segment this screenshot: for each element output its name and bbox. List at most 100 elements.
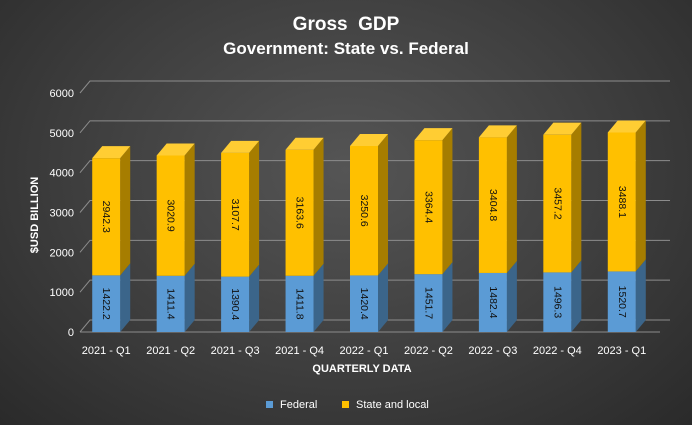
bar-federal [543,272,572,332]
chart-title: Gross GDP [293,14,400,35]
bar-top [607,120,646,133]
bar-side [571,122,582,273]
bar-top [92,146,131,159]
bar-stack: 1422.2 2942.3 [92,146,131,332]
bar-federal [156,275,185,332]
bar-federal [285,275,314,332]
bar-side [378,133,388,276]
data-label: 1390.4 [229,288,241,320]
data-label: 3404.8 [487,189,499,221]
bar-federal [92,275,121,332]
bar-state-and-local [285,149,314,276]
bar-stack: 1411.4 3020.9 [156,143,195,332]
bar-state-and-local [350,145,378,276]
y-tick-label: 0 [68,327,74,339]
data-label: 1451.7 [422,287,434,319]
bar-top [221,140,260,153]
data-label: 3163.6 [294,197,306,229]
data-label: 1482.4 [487,286,499,318]
bar-stack: 1482.4 3404.8 [478,125,517,332]
y-tick-label: 3000 [50,208,74,220]
bar-state-and-local [543,134,572,273]
bar-federal [221,276,250,332]
legend-label: State and local [356,399,429,411]
gridline [79,80,670,94]
x-tick-label: 2021 - Q1 [82,345,131,357]
x-tick-label: 2021 - Q3 [211,345,260,357]
bar-side [571,260,582,332]
legend: Federal State and local [266,399,429,411]
bar-state-and-local [414,140,443,275]
y-axis: 0 1000 2000 3000 4000 5000 6000 [50,88,74,339]
bar-stack: 1420.4 3250.6 [350,133,388,332]
y-tick-label: 1000 [50,287,74,299]
bar-side [506,260,517,332]
gridline [79,279,670,293]
data-label: 3364.4 [422,191,434,223]
bar-side [442,128,453,275]
x-tick-label: 2022 - Q3 [468,345,517,357]
bar-top [350,133,388,146]
bar-side [442,262,453,332]
data-label: 3250.6 [358,195,370,227]
bar-federal [414,274,443,332]
gridline [79,160,670,173]
gridlines [79,80,670,333]
bar-side [635,259,646,332]
data-label: 1411.4 [165,288,177,319]
bar-state-and-local [607,132,636,272]
bar-side [249,140,260,277]
x-tick-label: 2023 - Q1 [597,345,646,357]
bar-state-and-local [156,155,185,276]
legend-label: Federal [280,399,317,411]
x-tick-label: 2021 - Q4 [275,345,324,357]
data-label: 1420.4 [358,288,370,320]
bar-side [635,120,646,272]
data-label: 2942.3 [100,201,112,233]
x-tick-label: 2021 - Q2 [146,345,195,357]
data-label: 1520.7 [616,286,628,318]
bar-side [378,263,388,332]
bar-side [313,137,324,276]
y-tick-label: 5000 [50,128,74,140]
data-label: 3488.1 [616,186,628,218]
bar-side [506,125,517,273]
x-tick-label: 2022 - Q4 [533,345,582,357]
legend-swatch [266,401,273,408]
y-tick-label: 6000 [50,88,74,100]
bar-top [543,122,582,135]
gridline [79,239,670,253]
y-tick-label: 4000 [50,168,74,180]
data-label: 3020.9 [165,200,177,232]
bar-top [156,143,195,156]
bar-state-and-local [478,137,507,273]
x-tick-label: 2022 - Q1 [340,345,389,357]
gridline [79,200,670,213]
bar-federal [350,275,378,332]
data-label: 1422.2 [100,288,112,320]
data-label: 1411.8 [294,288,306,319]
bar-stack: 1496.3 3457.2 [543,122,582,332]
legend-swatch [342,401,349,408]
x-axis-title: QUARTERLY DATA [312,363,411,375]
bar-stack: 1520.7 3488.1 [607,120,646,332]
x-axis: 2021 - Q1 2021 - Q2 2021 - Q3 2021 - Q4 2022… [82,345,646,357]
bar-state-and-local [221,152,250,277]
bar-side [249,264,260,332]
chart-subtitle: Government: State vs. Federal [223,39,469,58]
bar-side [120,263,131,332]
x-tick-label: 2022 - Q2 [404,345,453,357]
gridline [79,120,670,134]
bar-federal [607,271,636,332]
bar-top [414,128,453,141]
gridline [79,319,670,333]
data-label: 1496.3 [551,286,563,318]
bar-stack: 1451.7 3364.4 [414,128,453,332]
bars: 1422.2 2942.3 1411.4 3020.9 1390.4 3107.7 1411… [92,120,646,332]
y-tick-label: 2000 [50,247,74,259]
bar-stack: 1390.4 3107.7 [221,140,260,332]
bar-state-and-local [92,158,121,276]
bar-stack: 1411.8 3163.6 [285,137,324,332]
bar-side [184,143,195,276]
